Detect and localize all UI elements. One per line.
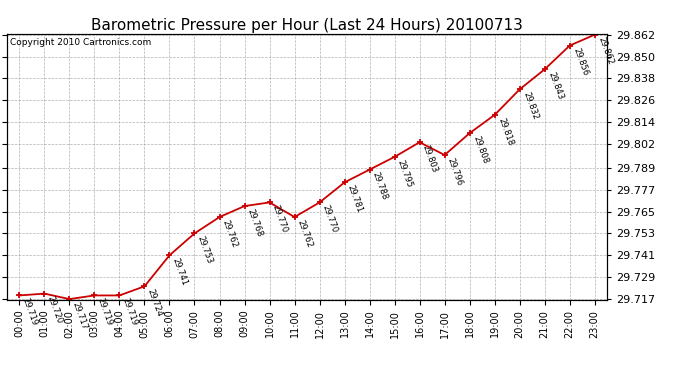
Text: 29.762: 29.762 <box>296 218 315 249</box>
Text: 29.768: 29.768 <box>246 207 264 238</box>
Text: 29.856: 29.856 <box>571 47 589 78</box>
Text: 29.741: 29.741 <box>171 257 189 287</box>
Text: 29.796: 29.796 <box>446 156 464 187</box>
Text: 29.770: 29.770 <box>321 204 339 234</box>
Text: 29.719: 29.719 <box>121 297 139 327</box>
Text: 29.808: 29.808 <box>471 135 489 165</box>
Text: 29.770: 29.770 <box>271 204 289 234</box>
Text: 29.717: 29.717 <box>71 300 89 331</box>
Text: 29.753: 29.753 <box>196 235 215 265</box>
Text: 29.724: 29.724 <box>146 288 164 318</box>
Text: 29.795: 29.795 <box>396 158 415 189</box>
Text: 29.719: 29.719 <box>21 297 39 327</box>
Text: 29.781: 29.781 <box>346 184 364 214</box>
Text: 29.788: 29.788 <box>371 171 389 202</box>
Text: 29.818: 29.818 <box>496 116 515 147</box>
Text: 29.762: 29.762 <box>221 218 239 249</box>
Text: 29.719: 29.719 <box>96 297 115 327</box>
Text: 29.720: 29.720 <box>46 295 64 326</box>
Text: 29.862: 29.862 <box>596 36 615 66</box>
Text: Copyright 2010 Cartronics.com: Copyright 2010 Cartronics.com <box>10 38 151 47</box>
Text: 29.803: 29.803 <box>421 144 440 174</box>
Text: 29.832: 29.832 <box>521 91 540 121</box>
Title: Barometric Pressure per Hour (Last 24 Hours) 20100713: Barometric Pressure per Hour (Last 24 Ho… <box>91 18 523 33</box>
Text: 29.843: 29.843 <box>546 71 564 101</box>
